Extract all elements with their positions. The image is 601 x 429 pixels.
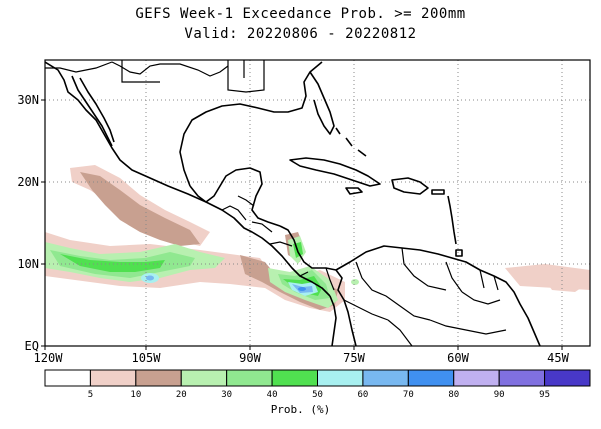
colorbar-tick-label: 80 — [448, 390, 459, 400]
colorbar-swatch — [271, 369, 319, 387]
prob-5-10-region — [545, 276, 590, 292]
colorbar-tick-label: 20 — [176, 390, 187, 400]
lon-label-120w: 120W — [34, 351, 64, 365]
prob-70-80-spot — [298, 287, 306, 291]
lat-label-30n: 30N — [17, 93, 39, 107]
lat-label-10n: 10N — [17, 257, 39, 271]
coastline-icon — [45, 61, 541, 346]
colorbar-swatch — [544, 369, 591, 387]
colorbar-tick-label: 50 — [312, 390, 323, 400]
colorbar: 5 10 20 30 40 50 60 70 80 90 95 — [44, 369, 591, 400]
colorbar-tick-label: 30 — [221, 390, 232, 400]
map-title: GEFS Week-1 Exceedance Prob. >= 200mm — [135, 6, 466, 22]
lon-label-60w: 60W — [447, 351, 469, 365]
colorbar-swatch — [362, 369, 409, 387]
map-border — [44, 59, 591, 347]
colorbar-title: Prob. (%) — [270, 403, 331, 416]
prob-10-20-region — [80, 172, 200, 246]
axis-ticks — [41, 99, 563, 350]
colorbar-swatch — [498, 369, 546, 387]
colorbar-tick-label: 60 — [357, 390, 368, 400]
lon-label-90w: 90W — [239, 351, 261, 365]
colorbar-swatch — [89, 369, 137, 387]
lon-label-105w: 105W — [132, 351, 162, 365]
colorbar-tick-label: 40 — [267, 390, 278, 400]
colorbar-swatch — [135, 369, 182, 387]
dotted-grid — [45, 60, 590, 346]
lat-label-eq: EQ — [25, 339, 39, 353]
colorbar-swatch — [180, 369, 228, 387]
prob-5-10-region — [45, 232, 345, 312]
colorbar-tick-label: 70 — [403, 390, 414, 400]
colorbar-swatch — [226, 369, 273, 387]
colorbar-swatch — [44, 369, 91, 387]
colorbar-tick-label: 10 — [130, 390, 141, 400]
valid-date-range: Valid: 20220806 - 20220812 — [184, 26, 417, 42]
colorbar-swatch — [317, 369, 364, 387]
lon-label-45w: 45W — [547, 351, 569, 365]
country-border-icon — [45, 60, 507, 346]
colorbar-swatch — [407, 369, 455, 387]
lon-label-75w: 75W — [343, 351, 365, 365]
colorbar-tick-label: 5 — [88, 390, 93, 400]
colorbar-tick-label: 90 — [494, 390, 505, 400]
colorbar-swatch — [453, 369, 500, 387]
probability-shading — [45, 165, 590, 312]
prob-40-50-region — [60, 254, 165, 272]
colorbar-tick-label: 95 — [539, 390, 550, 400]
prob-60-70-spot — [146, 275, 154, 281]
prob-20-30-spot — [351, 279, 359, 285]
lat-label-20n: 20N — [17, 175, 39, 189]
